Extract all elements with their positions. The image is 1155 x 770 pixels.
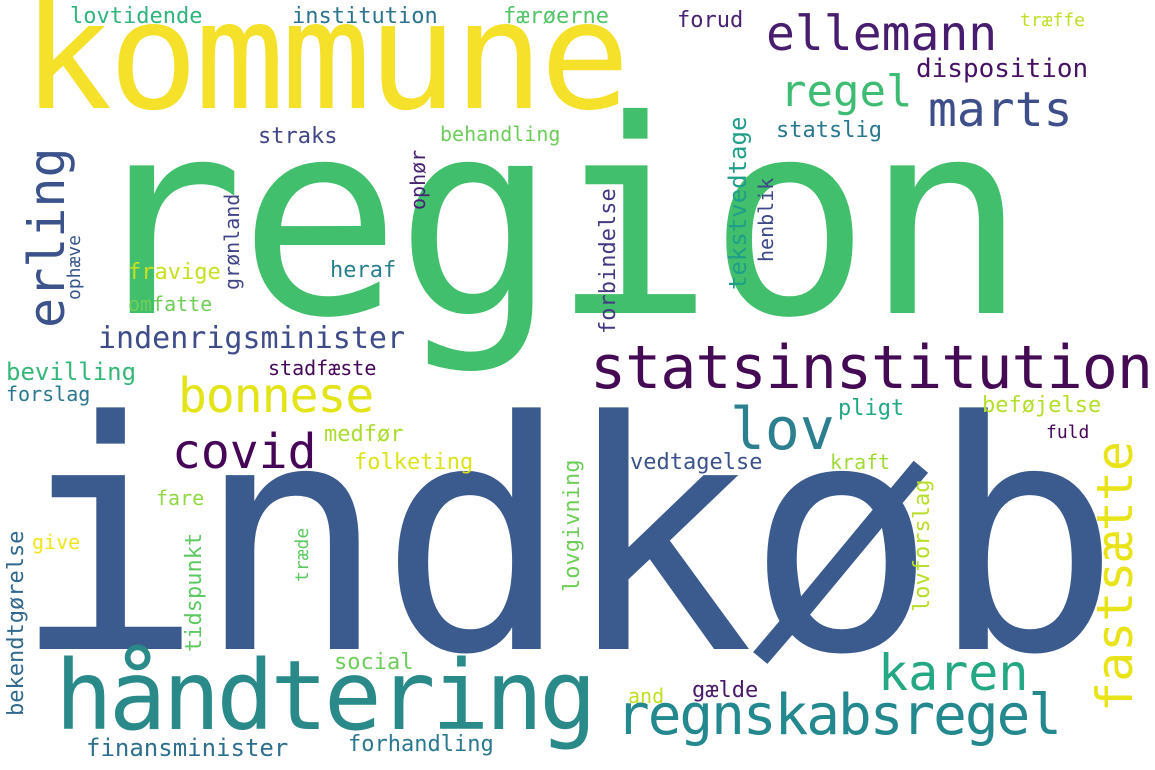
word-regel: regel (780, 66, 913, 117)
word-bevilling: bevilling (6, 358, 137, 386)
word-bekendtgorelse: bekendtgørelse (4, 530, 29, 716)
word-faeroerne: færøerne (503, 4, 609, 29)
word-forhandling: forhandling (348, 732, 494, 757)
word-ellemann: ellemann (766, 6, 998, 62)
word-fastsaette: fastsætte (1086, 441, 1144, 712)
word-disposition: disposition (916, 54, 1089, 84)
word-henblik: henblik (754, 177, 778, 262)
word-kommune: kommune (22, 0, 630, 144)
word-social: social (334, 650, 414, 675)
word-covid: covid (172, 424, 317, 480)
word-stadfaeste: stadfæste (268, 356, 377, 380)
word-bonnese: bonnese (178, 368, 374, 424)
word-traede: træde (292, 527, 313, 582)
word-pligt: pligt (838, 396, 905, 421)
word-handtering: håndtering (55, 640, 597, 752)
word-lovforslag: lovforslag (910, 479, 935, 612)
word-heraf: heraf (330, 258, 397, 283)
word-tidspunkt: tidspunkt (182, 532, 207, 652)
word-region: region (82, 62, 1027, 377)
word-karen: karen (878, 644, 1029, 702)
word-ophor: ophør (406, 149, 430, 210)
word-straks: straks (258, 124, 338, 149)
word-tekstvedtage: tekstvedtage (724, 116, 752, 290)
word-forbindelse: forbindelse (596, 188, 621, 334)
word-befojelse: beføjelse (982, 393, 1102, 418)
word-and: and (628, 684, 665, 708)
word-institution: institution (292, 4, 438, 29)
word-behandling: behandling (440, 122, 561, 146)
word-lov: lov (730, 395, 835, 463)
word-statsinstitution: statsinstitution (590, 333, 1153, 403)
word-fravige: fravige (128, 260, 221, 285)
word-indenrigsminister: indenrigsminister (98, 321, 406, 356)
word-omfatte: omfatte (128, 292, 213, 316)
word-forud: forud (677, 8, 744, 33)
word-medfor: medfør (324, 422, 404, 447)
word-lovgivning: lovgivning (560, 459, 585, 592)
word-forslag: forslag (6, 382, 91, 406)
word-gronland: grønland (220, 193, 244, 290)
word-vedtagelse: vedtagelse (630, 450, 763, 475)
word-regnskabsregel: regnskabsregel (616, 683, 1062, 748)
word-give: give (32, 530, 81, 554)
word-traeffe: træffe (1020, 10, 1086, 31)
word-fuld: fuld (1046, 422, 1090, 443)
word-statslig: statslig (776, 118, 882, 143)
word-finansminister: finansminister (86, 734, 289, 762)
word-marts: marts (928, 82, 1073, 138)
word-fare: fare (156, 486, 205, 510)
word-kraft: kraft (830, 450, 891, 474)
word-indkob: indkøb (12, 354, 1121, 724)
word-gaelde: gælde (692, 678, 759, 703)
word-folketing: folketing (354, 450, 474, 475)
word-ophaeve: ophæve (64, 234, 85, 300)
word-lovtidende: lovtidende (70, 4, 203, 29)
